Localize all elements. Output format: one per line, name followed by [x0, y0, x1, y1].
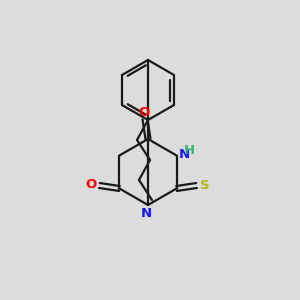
Text: O: O: [138, 106, 150, 118]
Text: O: O: [86, 178, 97, 191]
Text: S: S: [200, 179, 209, 192]
Text: H: H: [184, 144, 195, 157]
Text: N: N: [178, 148, 190, 161]
Text: N: N: [140, 207, 152, 220]
